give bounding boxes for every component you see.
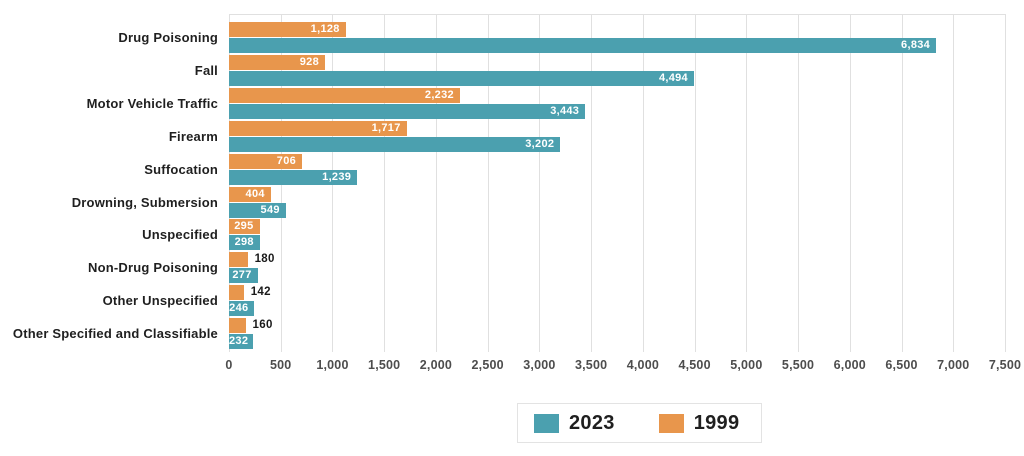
bar-value-label: 404	[245, 187, 265, 200]
x-tick-label: 3,500	[574, 358, 608, 372]
legend-swatch-1999	[658, 413, 684, 433]
bar-value-label: 142	[250, 286, 271, 299]
x-tick-label: 5,500	[781, 358, 815, 372]
bar-value-label: 160	[252, 319, 273, 332]
gridline	[539, 14, 541, 352]
legend-item-1999: 1999	[658, 411, 740, 435]
category-label: Fall	[194, 62, 218, 78]
x-tick-label: 0	[225, 358, 233, 372]
x-tick-label: 2,000	[419, 358, 453, 372]
x-tick-label: 6,500	[885, 358, 918, 372]
bar-1999	[229, 252, 248, 268]
x-tick-label: 4,500	[678, 358, 711, 372]
gridline	[746, 14, 748, 352]
bar-value-label: 549	[260, 203, 280, 216]
x-tick-label: 7,000	[937, 358, 970, 372]
x-tick-label: 500	[269, 358, 292, 372]
gridline	[798, 14, 800, 352]
bar-2023	[229, 70, 694, 86]
bar-value-label: 232	[229, 335, 249, 348]
gridline	[487, 14, 489, 352]
x-tick-label: 1,500	[368, 358, 401, 372]
bar-value-label: 1,239	[322, 170, 352, 183]
category-label: Non-Drug Poisoning	[88, 260, 218, 276]
gridline	[953, 14, 955, 352]
gridline	[901, 14, 903, 352]
category-label: Other Specified and Classifiable	[12, 326, 218, 342]
bar-1999	[229, 54, 326, 70]
x-tick-label: 4,000	[626, 358, 659, 372]
bar-value-label: 2,232	[424, 88, 454, 101]
bar-2023	[229, 38, 937, 53]
category-label: Motor Vehicle Traffic	[86, 95, 218, 111]
plot-top-border	[229, 14, 1005, 15]
gridline	[591, 14, 593, 352]
bar-value-label: 706	[276, 154, 297, 167]
gridline	[1005, 14, 1006, 352]
bar-value-label: 6,834	[901, 39, 931, 51]
bar-value-label: 246	[229, 302, 249, 315]
bar-value-label: 295	[234, 220, 254, 233]
bar-value-label: 1,717	[371, 121, 401, 134]
legend-item-2023: 2023	[534, 412, 615, 435]
category-label: Drug Poisoning	[118, 30, 218, 45]
bar-1999	[229, 120, 407, 136]
bar-2023	[229, 169, 358, 185]
category-label: Suffocation	[144, 161, 218, 177]
gridline	[849, 14, 851, 352]
bar-1999	[229, 318, 246, 334]
bar-1999	[229, 186, 271, 202]
legend-label-2023: 2023	[569, 411, 615, 434]
bar-1999	[229, 219, 260, 235]
category-label: Unspecified	[142, 227, 218, 243]
gridline	[642, 14, 644, 352]
bar-value-label: 277	[232, 269, 252, 282]
bar-value-label: 4,494	[658, 71, 688, 84]
category-label: Firearm	[168, 128, 218, 144]
category-label: Other Unspecified	[102, 293, 218, 309]
bar-value-label: 298	[234, 236, 254, 249]
x-tick-label: 7,500	[988, 358, 1022, 372]
bar-value-label: 928	[299, 55, 320, 68]
legend-label-1999: 1999	[693, 411, 740, 434]
bar-2023	[229, 103, 586, 119]
x-tick-label: 1,000	[316, 358, 349, 372]
bar-2023	[229, 334, 253, 350]
legend: 2023 1999	[517, 403, 763, 443]
bar-1999	[229, 153, 303, 169]
bar-value-label: 3,202	[525, 137, 555, 150]
bar-value-label: 180	[254, 253, 275, 266]
bar-1999	[229, 285, 244, 301]
gridline	[435, 14, 437, 352]
x-tick-label: 2,500	[471, 358, 504, 372]
bar-2023	[229, 268, 258, 284]
bar-2023	[229, 136, 561, 152]
gridline	[694, 14, 696, 352]
bar-1999	[229, 22, 346, 37]
bar-2023	[229, 301, 255, 317]
gridline	[384, 14, 386, 352]
bar-value-label: 3,443	[550, 104, 580, 117]
x-tick-label: 6,000	[833, 358, 866, 372]
x-tick-label: 5,000	[730, 358, 763, 372]
bar-value-label: 1,128	[310, 23, 340, 35]
bar-1999	[229, 87, 460, 103]
category-label: Drowning, Submersion	[71, 194, 218, 210]
bar-2023	[229, 202, 286, 218]
legend-swatch-2023	[534, 413, 559, 433]
x-tick-label: 3,000	[523, 358, 556, 372]
bar-2023	[229, 235, 260, 251]
